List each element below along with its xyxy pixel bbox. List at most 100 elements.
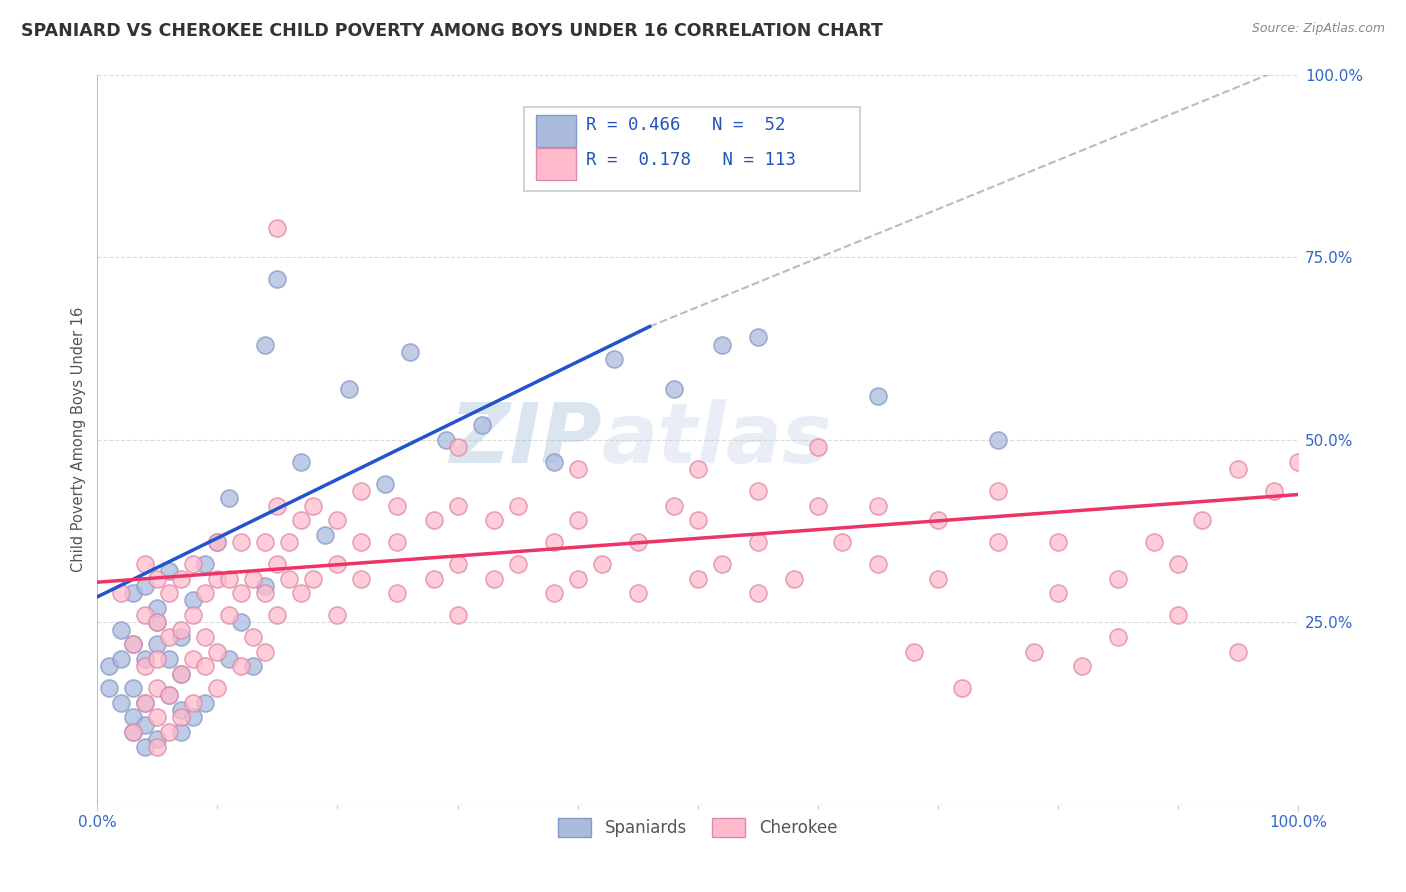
Point bbox=[134, 696, 156, 710]
Point bbox=[470, 418, 492, 433]
Point bbox=[350, 483, 373, 498]
Point bbox=[98, 681, 121, 695]
Point bbox=[157, 630, 180, 644]
Point bbox=[927, 572, 949, 586]
FancyBboxPatch shape bbox=[523, 107, 859, 192]
Point bbox=[231, 659, 253, 673]
Point bbox=[1226, 462, 1249, 476]
Point bbox=[807, 499, 830, 513]
Point bbox=[122, 586, 145, 600]
Point bbox=[422, 513, 444, 527]
Point bbox=[207, 681, 229, 695]
Point bbox=[831, 535, 853, 549]
Point bbox=[543, 586, 565, 600]
Point bbox=[134, 608, 156, 623]
Point bbox=[1046, 535, 1069, 549]
Point bbox=[302, 499, 325, 513]
Point bbox=[903, 645, 925, 659]
Point bbox=[170, 703, 193, 717]
Point bbox=[98, 659, 121, 673]
Point bbox=[662, 499, 685, 513]
Point bbox=[1226, 645, 1249, 659]
Point bbox=[170, 666, 193, 681]
Point bbox=[146, 600, 169, 615]
Point bbox=[110, 652, 132, 666]
Point bbox=[170, 725, 193, 739]
Point bbox=[747, 330, 769, 344]
Point bbox=[134, 717, 156, 731]
Point bbox=[207, 535, 229, 549]
Point bbox=[110, 623, 132, 637]
Point bbox=[207, 535, 229, 549]
Point bbox=[662, 382, 685, 396]
Point bbox=[422, 572, 444, 586]
Point bbox=[170, 630, 193, 644]
Point bbox=[290, 455, 312, 469]
Point bbox=[339, 382, 361, 396]
Point bbox=[134, 659, 156, 673]
Point bbox=[567, 513, 589, 527]
Point bbox=[266, 557, 288, 571]
Point bbox=[134, 696, 156, 710]
Text: R = 0.466   N =  52: R = 0.466 N = 52 bbox=[586, 116, 786, 134]
Point bbox=[183, 696, 205, 710]
Point bbox=[326, 557, 349, 571]
Point bbox=[987, 433, 1010, 447]
Point bbox=[446, 557, 468, 571]
Point bbox=[350, 535, 373, 549]
Point bbox=[157, 725, 180, 739]
Point bbox=[446, 608, 468, 623]
Point bbox=[110, 696, 132, 710]
FancyBboxPatch shape bbox=[536, 115, 576, 147]
Point bbox=[1167, 608, 1189, 623]
Point bbox=[146, 615, 169, 630]
Point bbox=[387, 535, 409, 549]
Point bbox=[254, 535, 277, 549]
Text: ZIP: ZIP bbox=[449, 400, 602, 480]
Point bbox=[350, 572, 373, 586]
Point bbox=[231, 615, 253, 630]
Point bbox=[194, 696, 217, 710]
Point bbox=[254, 586, 277, 600]
Point bbox=[1143, 535, 1166, 549]
Point bbox=[374, 476, 396, 491]
Point bbox=[146, 615, 169, 630]
Point bbox=[218, 608, 240, 623]
Point bbox=[157, 652, 180, 666]
Point bbox=[183, 593, 205, 607]
Point bbox=[146, 652, 169, 666]
Point bbox=[710, 557, 733, 571]
Point bbox=[987, 483, 1010, 498]
Point bbox=[326, 608, 349, 623]
Point bbox=[218, 491, 240, 506]
Text: atlas: atlas bbox=[602, 400, 832, 480]
Point bbox=[1070, 659, 1092, 673]
Point bbox=[231, 586, 253, 600]
Point bbox=[157, 564, 180, 578]
Point bbox=[387, 499, 409, 513]
Point bbox=[242, 572, 264, 586]
Point bbox=[170, 710, 193, 724]
Point bbox=[387, 586, 409, 600]
Point bbox=[134, 579, 156, 593]
Point bbox=[278, 572, 301, 586]
Point bbox=[122, 637, 145, 651]
Point bbox=[591, 557, 613, 571]
Text: Source: ZipAtlas.com: Source: ZipAtlas.com bbox=[1251, 22, 1385, 36]
Legend: Spaniards, Cherokee: Spaniards, Cherokee bbox=[551, 812, 844, 844]
Point bbox=[146, 572, 169, 586]
Point bbox=[434, 433, 457, 447]
Point bbox=[747, 586, 769, 600]
Point bbox=[1022, 645, 1045, 659]
Point bbox=[134, 557, 156, 571]
Point bbox=[134, 652, 156, 666]
Point bbox=[1191, 513, 1213, 527]
Point bbox=[987, 535, 1010, 549]
Point bbox=[266, 272, 288, 286]
Point bbox=[218, 652, 240, 666]
Point bbox=[134, 739, 156, 754]
Point bbox=[254, 579, 277, 593]
Point bbox=[1167, 557, 1189, 571]
Point bbox=[326, 513, 349, 527]
Text: SPANIARD VS CHEROKEE CHILD POVERTY AMONG BOYS UNDER 16 CORRELATION CHART: SPANIARD VS CHEROKEE CHILD POVERTY AMONG… bbox=[21, 22, 883, 40]
